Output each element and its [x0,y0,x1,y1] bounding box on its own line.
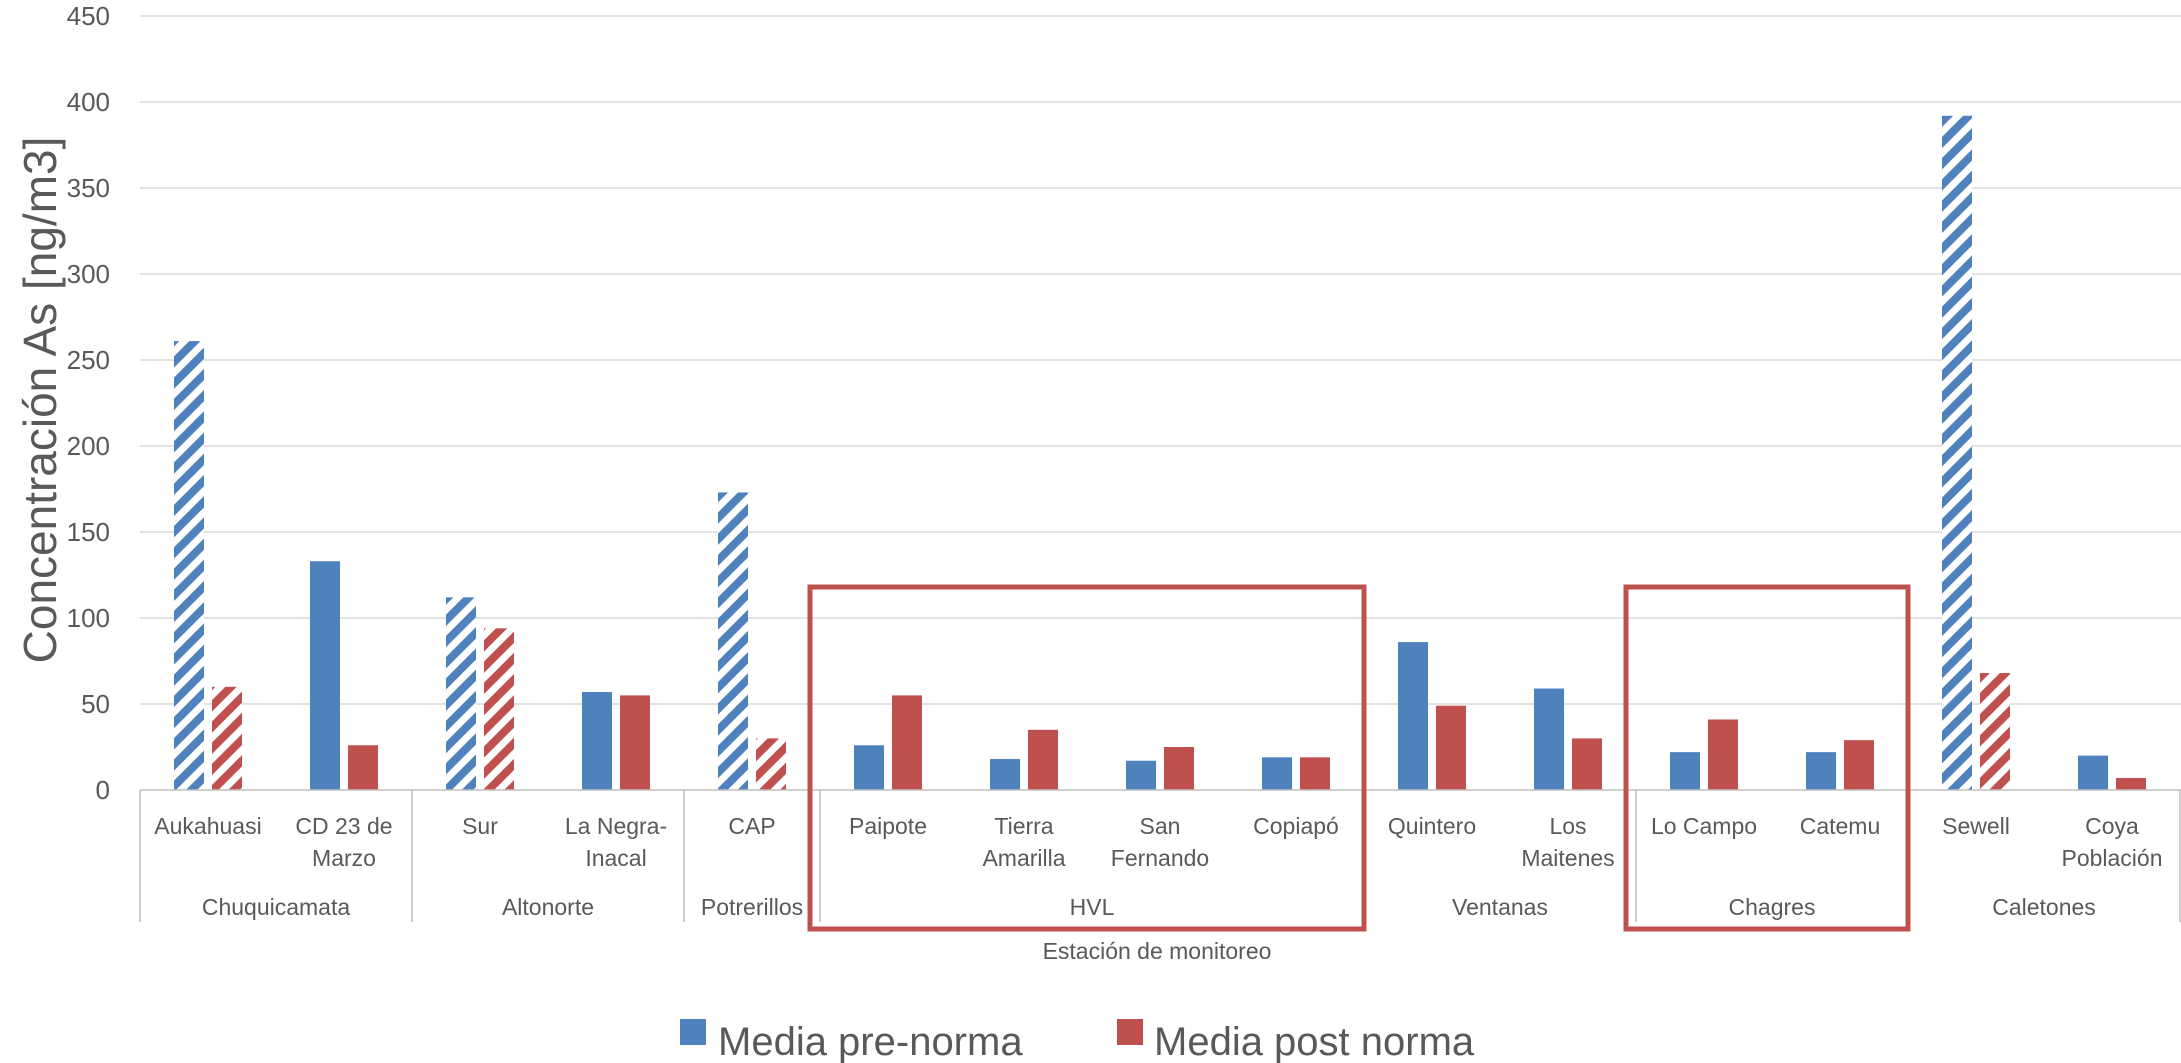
y-tick-label: 200 [67,431,110,461]
group-label: Chagres [1729,894,1816,920]
y-tick-label: 50 [81,689,110,719]
group-label: Potrerillos [701,894,803,920]
bar-pre [446,597,476,790]
gridlines [140,15,2181,705]
bar-pre [1942,115,1972,790]
station-label: San Fernando [1111,813,1209,871]
bar-post [1708,719,1738,790]
bar-post [756,738,786,790]
group-label: Caletones [1992,894,2096,920]
bar-post [1844,740,1874,790]
y-tick-label: 250 [67,345,110,375]
x-axis-title: Estación de monitoreo [1043,938,1272,964]
y-tick-label: 400 [67,87,110,117]
station-label: Sur [462,813,498,839]
bar-post [212,686,242,790]
y-tick-label: 300 [67,259,110,289]
y-tick-label: 350 [67,173,110,203]
bar-pre [1126,760,1156,790]
highlight-box [807,584,1367,932]
legend: Media pre-norma Media post norma [680,1019,1475,1063]
station-label: Quintero [1388,813,1476,839]
station-label: Los Maitenes [1521,813,1614,871]
y-tick-label: 100 [67,603,110,633]
bar-post [1300,757,1330,790]
bar-post [1980,673,2010,790]
legend-label: Media post norma [1154,1020,1475,1063]
bar-pre [2078,755,2108,790]
bar-post [1164,747,1194,790]
bar-pre [1534,688,1564,790]
legend-swatch [680,1019,706,1045]
bar-pre [1806,752,1836,790]
bar-post [2116,777,2146,790]
bar-post [1436,705,1466,790]
group-label: HVL [1070,894,1115,920]
bar-post [1028,729,1058,790]
bar-post [892,695,922,790]
bar-pre [1670,752,1700,790]
bars [174,115,2146,790]
y-axis: 0 50 100 150 200 250 300 350 400 450 [67,1,110,805]
station-label: Tierra Amarilla [982,813,1065,871]
bar-pre [174,341,204,790]
bar-pre [310,561,340,790]
highlight-box [1623,584,1911,932]
station-label: Lo Campo [1651,813,1757,839]
bar-pre [718,492,748,790]
legend-swatch [1117,1019,1143,1045]
y-tick-label: 450 [67,1,110,31]
station-label: Sewell [1942,813,2010,839]
station-label: Copiapó [1253,813,1339,839]
bar-pre [582,691,612,790]
bar-pre [854,745,884,790]
group-label: Ventanas [1452,894,1548,920]
bar-post [484,628,514,790]
bar-post [1572,738,1602,790]
station-label: CAP [728,813,775,839]
y-tick-label: 0 [96,775,110,805]
y-tick-label: 150 [67,517,110,547]
station-label: La Negra-Inacal [565,813,667,871]
legend-label: Media pre-norma [718,1020,1023,1063]
station-label: Paipote [849,813,927,839]
bar-pre [990,759,1020,790]
group-label: Altonorte [502,894,594,920]
station-label: CD 23 de Marzo [295,813,392,871]
group-label: Chuquicamata [202,894,351,920]
bar-pre [1398,642,1428,790]
highlight-boxes [807,584,1911,932]
station-label: Aukahuasi [154,813,261,839]
bar-post [348,745,378,790]
x-axis: Aukahuasi CD 23 de Marzo Chuquicamata Sur La … [139,789,2181,922]
bar-pre [1262,757,1292,790]
bar-post [620,695,650,790]
y-axis-title: Concentración As [ng/m3] [14,137,66,664]
station-label: Coya Población [2061,813,2162,871]
station-label: Catemu [1800,813,1881,839]
